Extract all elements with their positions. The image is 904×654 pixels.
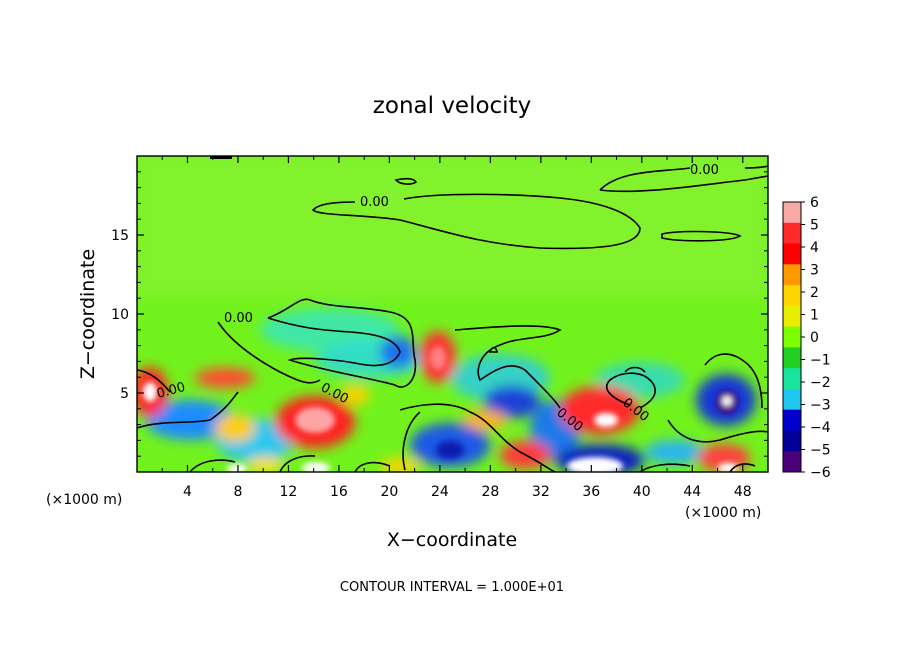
- y-axis-label: Z−coordinate: [77, 249, 99, 379]
- x-tick-label: 16: [330, 484, 348, 500]
- colorbar-swatch: [783, 305, 801, 328]
- patch-blue-9: [645, 440, 705, 464]
- contour-right-mid: [454, 325, 562, 409]
- core-pink-1: [295, 407, 335, 433]
- core-dark-blue: [436, 441, 464, 459]
- colorbar-tick-label: −3: [810, 398, 831, 414]
- patch-yellow-1: [215, 414, 255, 442]
- colorbar-tick-label: −5: [810, 443, 831, 459]
- contour-lower-mid: [399, 403, 556, 472]
- patch-red-4: [560, 386, 640, 434]
- x-tick-label: 40: [633, 484, 651, 500]
- core-white-6: [227, 464, 247, 472]
- x-tick-label: 44: [683, 484, 701, 500]
- colorbar-swatch: [783, 285, 801, 307]
- core-white-7: [718, 463, 738, 472]
- colorbar-swatch: [783, 222, 801, 245]
- x-tick-label: 4: [183, 484, 192, 500]
- patch-yellow-3: [341, 385, 369, 405]
- colorbar-tick-label: −1: [810, 353, 831, 369]
- chart-title: zonal velocity: [373, 93, 531, 119]
- colorbar-tick-label: −2: [810, 375, 831, 391]
- contour-mid: [267, 298, 417, 388]
- colorbar-swatch: [783, 430, 801, 452]
- x-unit-right: (×1000 m): [685, 505, 761, 521]
- patch-red-5: [195, 368, 255, 388]
- colorbar-tick-label: 5: [810, 218, 819, 234]
- colorbar-swatch: [783, 347, 801, 369]
- core-white-1: [143, 382, 157, 402]
- x-tick-label: 48: [734, 484, 752, 500]
- colorbar-swatch: [783, 202, 801, 224]
- colorbar-tick-label: 2: [810, 285, 819, 301]
- x-unit-left: (×1000 m): [46, 492, 122, 508]
- x-axis-label: X−coordinate: [387, 529, 517, 551]
- colorbar-swatch: [783, 409, 801, 431]
- y-tick-label: 5: [120, 386, 129, 402]
- patch-blue-3: [380, 336, 416, 368]
- colorbar-swatch: [783, 264, 801, 286]
- x-tick-label: 8: [233, 484, 242, 500]
- colorbar-swatch: [783, 326, 801, 348]
- colorbar-tick-label: 0: [810, 330, 819, 346]
- colorbar-tick-label: 4: [810, 240, 819, 256]
- colorbar-tick-label: −4: [810, 420, 831, 436]
- x-tick-label: 36: [582, 484, 600, 500]
- colorbar-tick-label: 6: [810, 195, 819, 211]
- core-white-3: [722, 396, 732, 406]
- patch-yellow-2: [247, 457, 283, 472]
- contour-right-loop: [661, 230, 742, 242]
- colorbar: 6 5 4 3 2 1 0 −1 −2 −3 −4 −5 −6: [782, 195, 831, 481]
- contour-label-1: 0.00: [690, 163, 719, 178]
- colorbar-swatch: [783, 368, 801, 390]
- y-axis-ticks: 5 10 15: [111, 171, 768, 457]
- zero-contours: [137, 165, 768, 472]
- x-tick-label: 32: [532, 484, 550, 500]
- contour-label-4: 0.00: [155, 380, 187, 402]
- colorbar-swatch: [783, 451, 801, 473]
- colorbar-tick-label: 3: [810, 263, 819, 279]
- contour-left: [137, 321, 321, 429]
- core-pink-2: [430, 346, 446, 370]
- core-white-4: [567, 457, 623, 472]
- x-tick-label: 24: [431, 484, 449, 500]
- colorbar-swatch: [783, 243, 801, 265]
- contour-label-3: 0.00: [224, 311, 253, 326]
- patch-blue-5: [484, 386, 540, 418]
- colorbar-swatch: [783, 388, 801, 411]
- y-tick-label: 15: [111, 228, 129, 244]
- contour-small-loop: [394, 177, 418, 185]
- patch-blue-1: [145, 400, 235, 440]
- colorbar-tick-label: −6: [810, 465, 831, 481]
- patch-yellow-4: [463, 410, 507, 430]
- contour-right: [606, 353, 768, 443]
- contour-upper-band: [311, 193, 641, 250]
- x-axis-ticks: 4 8 12 16 20 24 28 32 36 40 44 48: [161, 156, 752, 500]
- x-tick-label: 12: [280, 484, 298, 500]
- heatmap-field: [137, 156, 768, 472]
- contour-interval: CONTOUR INTERVAL = 1.000E+01: [340, 580, 564, 595]
- x-tick-label: 20: [380, 484, 398, 500]
- top-edge-mark: [210, 156, 232, 159]
- colorbar-tick-label: 1: [810, 308, 819, 324]
- contour-bottom: [189, 455, 756, 472]
- core-white-5: [302, 462, 330, 472]
- y-tick-label: 10: [111, 307, 129, 323]
- upper-band: [137, 156, 768, 296]
- contour-label-2: 0.00: [360, 195, 389, 210]
- core-white-2: [594, 413, 618, 427]
- patch-yellow-5: [380, 458, 420, 472]
- x-tick-label: 28: [481, 484, 499, 500]
